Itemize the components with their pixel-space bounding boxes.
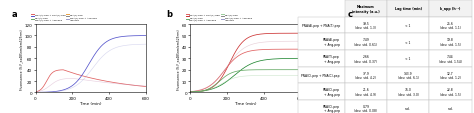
X-axis label: Time (min): Time (min) <box>234 101 256 105</box>
Legend: PNA(A)-pep + PNA(T)-pep, PNA(A)-pep, PNA(A)-pep + Ang-pep, PNA(T)-pep, PNA(T)-pe: PNA(A)-pep + PNA(T)-pep, PNA(A)-pep, PNA… <box>31 14 97 21</box>
Text: b: b <box>166 10 172 19</box>
Text: a: a <box>11 10 17 19</box>
Text: c: c <box>347 10 352 19</box>
Y-axis label: Fluorescence (% F_ex485nm/em525nm): Fluorescence (% F_ex485nm/em525nm) <box>19 29 23 89</box>
X-axis label: Time (min): Time (min) <box>80 101 102 105</box>
Legend: PNA(C)-pep + PNA(C)-pep, PNA(C)-pep, PNA(C)-pep + Ang-pep, PNA(C)-pep, PNA(C)-pe: PNA(C)-pep + PNA(C)-pep, PNA(C)-pep, PNA… <box>186 14 252 21</box>
Y-axis label: Fluorescence (% F_ex485nm/em525nm): Fluorescence (% F_ex485nm/em525nm) <box>176 29 180 89</box>
